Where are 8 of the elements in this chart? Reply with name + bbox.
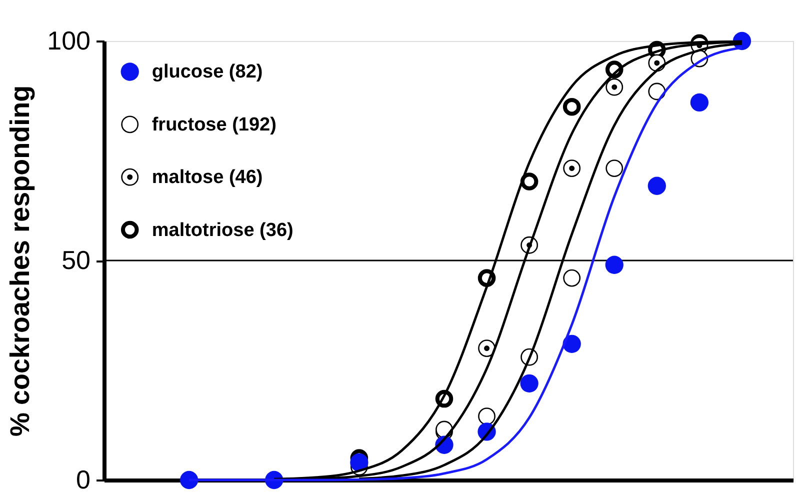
legend-label: glucose (82)	[152, 62, 263, 83]
legend-label: maltose (46)	[152, 167, 263, 188]
legend-label: fructose (192)	[152, 114, 276, 136]
y-axis-title: % cockroaches responding	[5, 85, 36, 437]
legend-label: maltotriose (36)	[152, 220, 294, 241]
y-tick-label: 0	[76, 464, 90, 494]
y-tick-label: 50	[62, 245, 90, 275]
y-tick-label: 100	[47, 26, 90, 56]
